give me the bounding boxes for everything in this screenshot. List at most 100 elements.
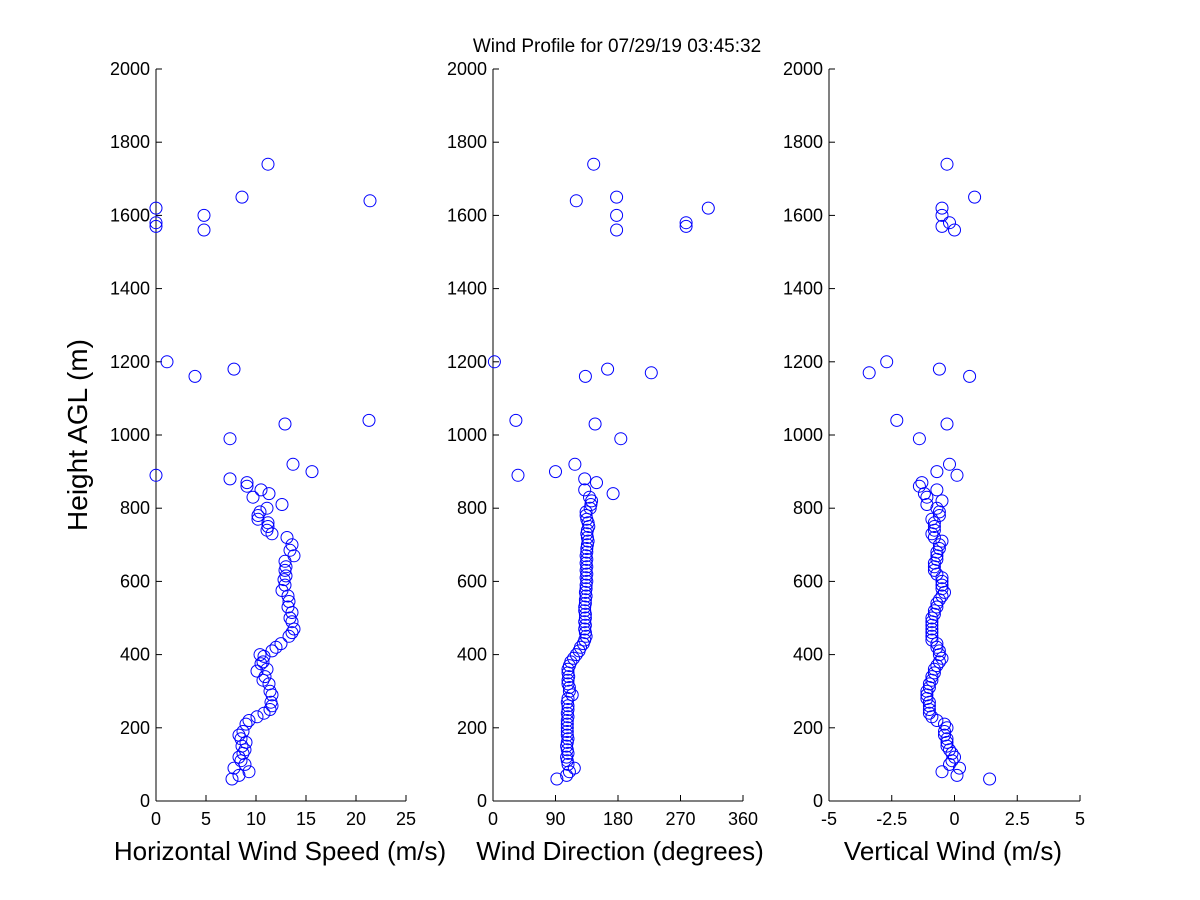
data-point [935,578,949,592]
data-point [569,194,583,208]
data-point [935,494,949,508]
data-point [925,670,939,684]
data-point [935,589,949,603]
data-point [606,487,620,501]
y-tick-label: 400 [793,645,823,665]
data-point [569,648,583,662]
data-point [930,483,944,497]
data-point [935,534,949,548]
data-point [561,677,575,691]
data-point [487,355,501,369]
data-point [932,538,946,552]
y-tick-label: 200 [457,718,487,738]
data-point [232,750,246,764]
data-point [922,699,936,713]
data-point [568,457,582,471]
x-tick-label: 10 [246,809,266,829]
data-point [930,596,944,610]
y-tick-label: 1000 [447,425,487,445]
data-point [580,542,594,555]
data-point [948,223,961,237]
data-point [277,573,291,587]
data-point [250,710,264,724]
data-point [251,509,265,522]
y-tick-label: 2000 [110,59,150,79]
data-point [935,651,949,665]
data-point [261,520,275,533]
data-point [922,706,936,720]
data-point [236,725,250,738]
y-tick-label: 600 [120,571,150,591]
x-tick-label: 5 [1075,809,1085,829]
data-point [579,582,593,596]
data-point [940,157,954,171]
data-point [943,457,956,471]
data-point [940,732,954,746]
data-point [588,417,602,431]
data-point [560,717,574,731]
data-point [240,479,254,493]
x-axis-label: Horizontal Wind Speed (m/s) [114,836,446,866]
data-point [246,490,260,504]
data-point [263,684,277,698]
data-point [935,201,949,215]
data-point [280,531,294,544]
x-tick-label: 180 [603,809,633,829]
data-point [701,201,715,215]
data-point [925,626,939,640]
data-point [283,543,297,557]
data-point [935,582,949,596]
data-point [578,483,592,497]
data-point [550,772,564,786]
x-axis-label: Vertical Wind (m/s) [844,836,1062,866]
data-point [561,703,575,716]
data-point [560,721,574,735]
data-point [932,644,946,658]
data-point [930,545,944,559]
y-tick-label: 1800 [447,132,487,152]
y-tick-label: 1800 [110,132,150,152]
x-tick-label: 0 [949,809,959,829]
data-point [601,362,615,376]
data-point [679,216,693,230]
y-tick-label: 2000 [447,59,487,79]
data-point [614,432,628,446]
data-point [922,681,936,694]
data-point [610,223,624,237]
data-point [250,664,264,678]
data-point [232,768,246,782]
data-point [940,417,954,431]
data-point [560,728,574,742]
x-tick-label: 270 [665,809,695,829]
data-point [149,216,163,230]
y-tick-label: 400 [457,645,487,665]
data-point [927,662,941,676]
data-point [948,750,961,764]
x-tick-label: 20 [346,809,366,829]
data-point [560,768,574,782]
data-point [149,219,163,233]
data-point [590,476,603,490]
data-point [197,208,211,222]
data-point [282,629,296,643]
data-point [920,490,934,504]
y-tick-label: 1400 [783,279,823,299]
data-point [920,498,934,511]
data-point [890,413,904,427]
data-point [880,355,894,369]
x-tick-label: 15 [296,809,316,829]
data-point [264,695,278,709]
speed-panel: 0 200 400 600 800 1000 1200 1400 1600 1800 2000 0 5 1… [62,59,446,866]
y-tick-label: 1200 [110,352,150,372]
y-tick-label: 1600 [447,205,487,225]
data-point [238,757,252,771]
x-tick-label: -5 [821,809,837,829]
data-point [927,520,941,533]
data-point [945,754,959,768]
data-point [274,637,288,651]
data-point [278,578,292,592]
data-point [943,216,956,230]
data-point [278,417,292,431]
data-point [578,604,592,618]
data-point [149,201,163,215]
